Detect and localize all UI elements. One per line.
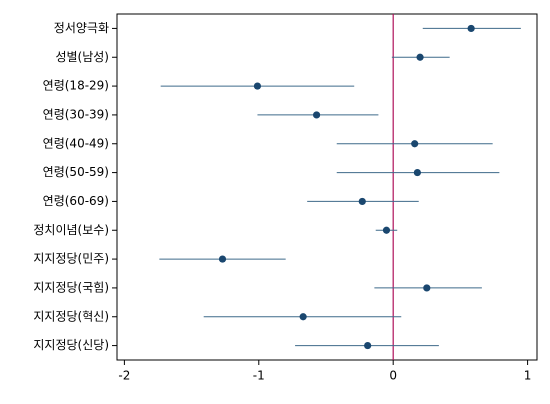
y-tick-label: 연령(18-29) <box>43 79 109 93</box>
y-tick-label: 연령(50-59) <box>43 165 109 179</box>
point <box>299 313 307 321</box>
plot-frame <box>116 13 538 361</box>
point <box>358 197 366 206</box>
x-tick-label: 1 <box>524 369 532 383</box>
y-tick-label: 성별(남성) <box>55 50 109 64</box>
y-tick-label: 정서양극화 <box>54 21 109 35</box>
y-tick-label: 정치이념(보수) <box>33 223 109 237</box>
point <box>253 82 262 90</box>
point <box>416 53 424 61</box>
x-tick-label: -2 <box>118 369 130 383</box>
point <box>364 341 372 350</box>
y-tick-label: 지지정당(국힘) <box>33 280 109 294</box>
x-tick-label: 0 <box>389 369 397 383</box>
point <box>413 168 421 177</box>
x-tick-label: -1 <box>253 369 265 383</box>
y-tick-label: 연령(30-39) <box>43 107 109 121</box>
y-tick-label: 지지정당(신당) <box>33 338 109 352</box>
point <box>382 226 391 234</box>
point <box>467 24 475 33</box>
y-tick-label: 연령(40-49) <box>43 136 109 150</box>
y-tick-label: 지지정당(혁신) <box>33 309 109 323</box>
point <box>312 111 321 119</box>
point <box>411 140 419 148</box>
point <box>423 284 431 292</box>
y-tick-label: 지지정당(민주) <box>33 252 109 266</box>
y-tick-label: 연령(60-69) <box>43 194 109 208</box>
point <box>218 255 227 263</box>
